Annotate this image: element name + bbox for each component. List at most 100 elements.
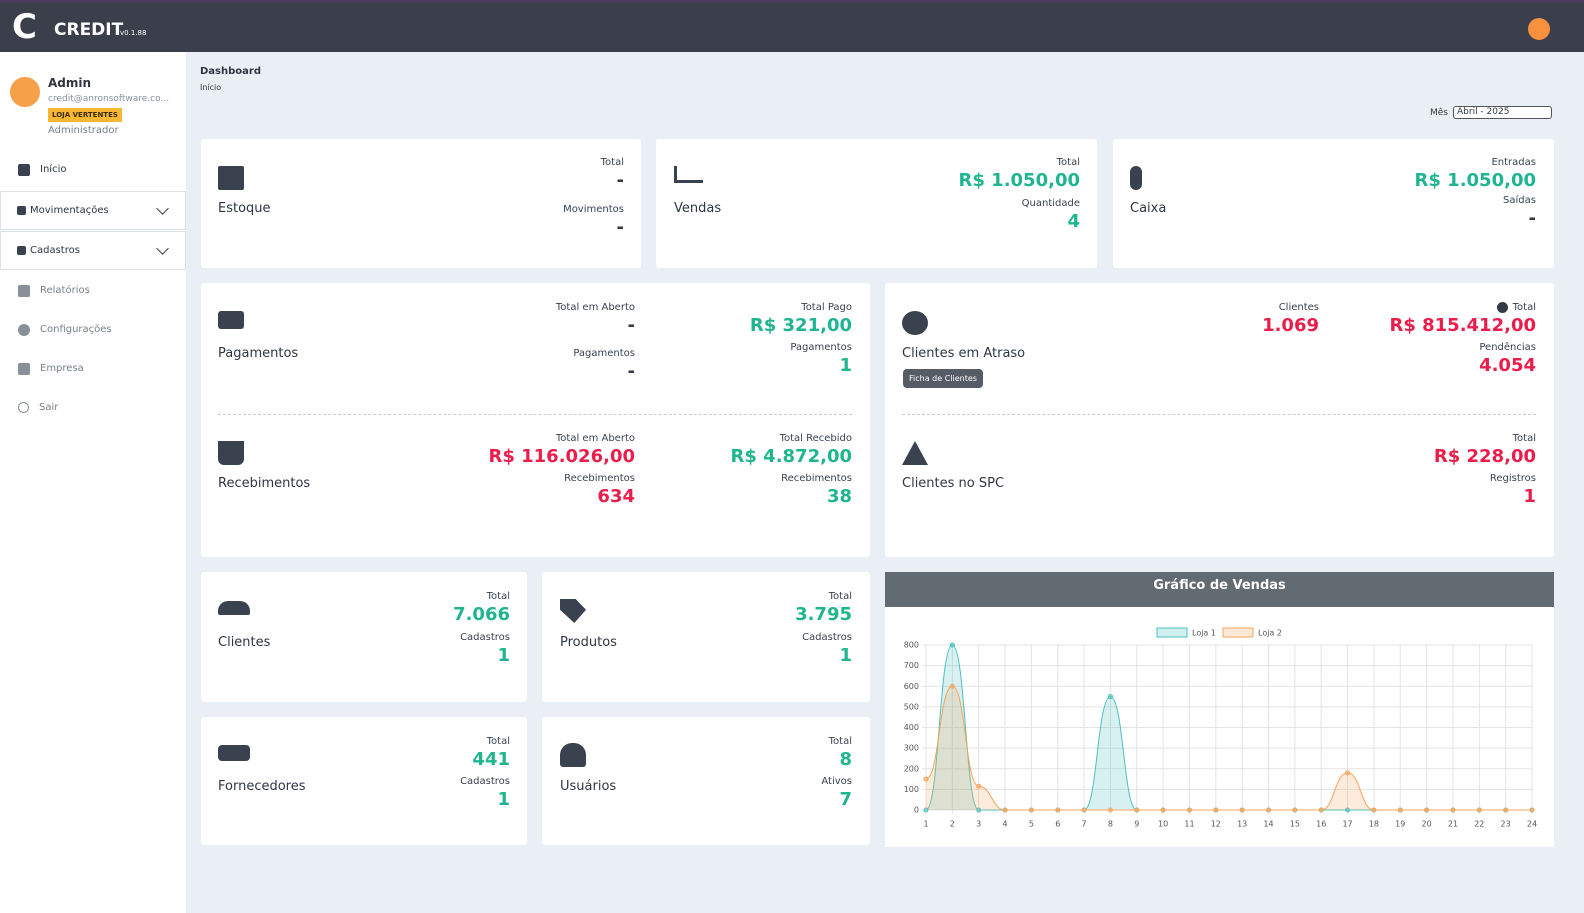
stat: Quantidade 4 bbox=[1022, 197, 1080, 233]
card-title: Fornecedores bbox=[218, 779, 306, 794]
card-title: Clientes bbox=[218, 635, 271, 650]
point bbox=[1397, 807, 1403, 813]
stat: Ativos 7 bbox=[821, 775, 852, 811]
point bbox=[1213, 807, 1219, 813]
stat-value: 3.795 bbox=[795, 604, 852, 625]
stat-label: Movimentos bbox=[563, 204, 624, 215]
card bbox=[656, 139, 1097, 268]
stat-value: - bbox=[627, 315, 635, 336]
menu-item[interactable]: Início bbox=[0, 150, 186, 189]
stat-value: R$ 321,00 bbox=[749, 315, 852, 336]
point bbox=[949, 642, 955, 648]
x-tick-label: 24 bbox=[1527, 820, 1537, 829]
x-tick-label: 8 bbox=[1108, 820, 1113, 829]
stat-label: Ativos bbox=[821, 776, 852, 787]
point bbox=[1186, 807, 1192, 813]
point bbox=[1160, 807, 1166, 813]
x-tick-label: 17 bbox=[1342, 820, 1352, 829]
point bbox=[1345, 807, 1351, 813]
x-tick-label: 20 bbox=[1422, 820, 1432, 829]
breadcrumb-page[interactable]: Início bbox=[200, 83, 222, 92]
x-tick-label: 5 bbox=[1029, 820, 1034, 829]
avatar bbox=[10, 77, 40, 107]
month-select[interactable]: Abril - 2025 bbox=[1453, 106, 1552, 119]
stat-value: - bbox=[627, 361, 635, 382]
point bbox=[1134, 807, 1140, 813]
point bbox=[1318, 807, 1324, 813]
stat: Total R$ 1.050,00 bbox=[959, 156, 1080, 192]
x-tick-label: 16 bbox=[1316, 820, 1326, 829]
stat-label: Pagamentos bbox=[573, 348, 635, 359]
button[interactable]: Ficha de Clientes bbox=[903, 369, 983, 388]
icon bbox=[218, 311, 244, 329]
store-badge: LOJA VERTENTES bbox=[48, 108, 122, 122]
month-selected: Abril - 2025 bbox=[1457, 107, 1510, 117]
stat: Total R$ 815.412,00 bbox=[1389, 301, 1536, 337]
x-tick-label: 18 bbox=[1369, 820, 1379, 829]
menu-item[interactable]: Movimentações bbox=[0, 191, 186, 230]
legend-label: Loja 2 bbox=[1258, 629, 1282, 638]
y-tick-label: 300 bbox=[904, 744, 919, 753]
stat: Total Pago R$ 321,00 bbox=[750, 301, 852, 337]
breadcrumb-title: Dashboard bbox=[200, 66, 261, 77]
point bbox=[1292, 807, 1298, 813]
x-tick-label: 15 bbox=[1290, 820, 1300, 829]
icon bbox=[674, 166, 703, 183]
point bbox=[923, 807, 929, 813]
menu-label: Início bbox=[40, 164, 67, 175]
stat: Total Recebido R$ 4.872,00 bbox=[731, 432, 852, 468]
menu-item[interactable]: Empresa bbox=[0, 349, 186, 388]
stat-label: Cadastros bbox=[802, 632, 852, 643]
stat: Cadastros 1 bbox=[802, 631, 852, 667]
stat-label: Cadastros bbox=[460, 632, 510, 643]
icon bbox=[218, 745, 250, 761]
card-title: Clientes no SPC bbox=[902, 476, 1005, 491]
point bbox=[1028, 807, 1034, 813]
y-tick-label: 400 bbox=[904, 723, 919, 732]
chart-title: Gráfico de Vendas bbox=[885, 572, 1554, 607]
stat: Pendências 4.054 bbox=[1479, 341, 1536, 377]
stat: Registros 1 bbox=[1490, 472, 1536, 508]
x-tick-label: 10 bbox=[1158, 820, 1168, 829]
user-avatar[interactable] bbox=[1528, 18, 1550, 40]
stat-value: - bbox=[616, 217, 624, 238]
stat: Recebimentos 38 bbox=[781, 472, 852, 508]
x-tick-label: 11 bbox=[1184, 820, 1194, 829]
stat-label: Saídas bbox=[1503, 195, 1536, 206]
stat-label: Recebimentos bbox=[781, 473, 852, 484]
legend-swatch bbox=[1156, 627, 1188, 638]
menu-label: Cadastros bbox=[30, 245, 80, 256]
point bbox=[1345, 770, 1351, 776]
point bbox=[1081, 807, 1087, 813]
menu-item[interactable]: Cadastros bbox=[0, 231, 186, 270]
stat-value: 7.066 bbox=[453, 604, 510, 625]
menu-item[interactable]: Relatórios bbox=[0, 271, 186, 310]
card-title: Pagamentos bbox=[218, 346, 299, 361]
x-tick-label: 1 bbox=[923, 820, 928, 829]
menu-label: Relatórios bbox=[40, 285, 90, 296]
stat: Pagamentos 1 bbox=[790, 341, 852, 377]
stat-value: 634 bbox=[597, 486, 635, 507]
point bbox=[923, 776, 929, 782]
menu-item[interactable]: Sair bbox=[0, 388, 186, 427]
stat: Recebimentos 634 bbox=[564, 472, 635, 508]
stat-label: Cadastros bbox=[460, 776, 510, 787]
stat-label: Total bbox=[1512, 302, 1536, 313]
menu-item[interactable]: Configurações bbox=[0, 310, 186, 349]
info-icon bbox=[1497, 302, 1508, 313]
point bbox=[1002, 807, 1008, 813]
stat-value: 1 bbox=[839, 355, 852, 376]
user-name[interactable]: Admin bbox=[48, 76, 92, 90]
stat-value: 38 bbox=[826, 486, 852, 507]
legend-label: Loja 1 bbox=[1192, 629, 1216, 638]
stat-label: Total bbox=[1056, 157, 1080, 168]
icon bbox=[902, 311, 928, 335]
stat-label: Registros bbox=[1489, 473, 1536, 484]
divider bbox=[218, 414, 852, 415]
stat-label: Total bbox=[486, 591, 510, 602]
icon bbox=[218, 166, 244, 190]
point bbox=[1450, 807, 1456, 813]
user-email: credit@anronsoftware.co... bbox=[48, 94, 170, 104]
divider bbox=[902, 414, 1536, 415]
